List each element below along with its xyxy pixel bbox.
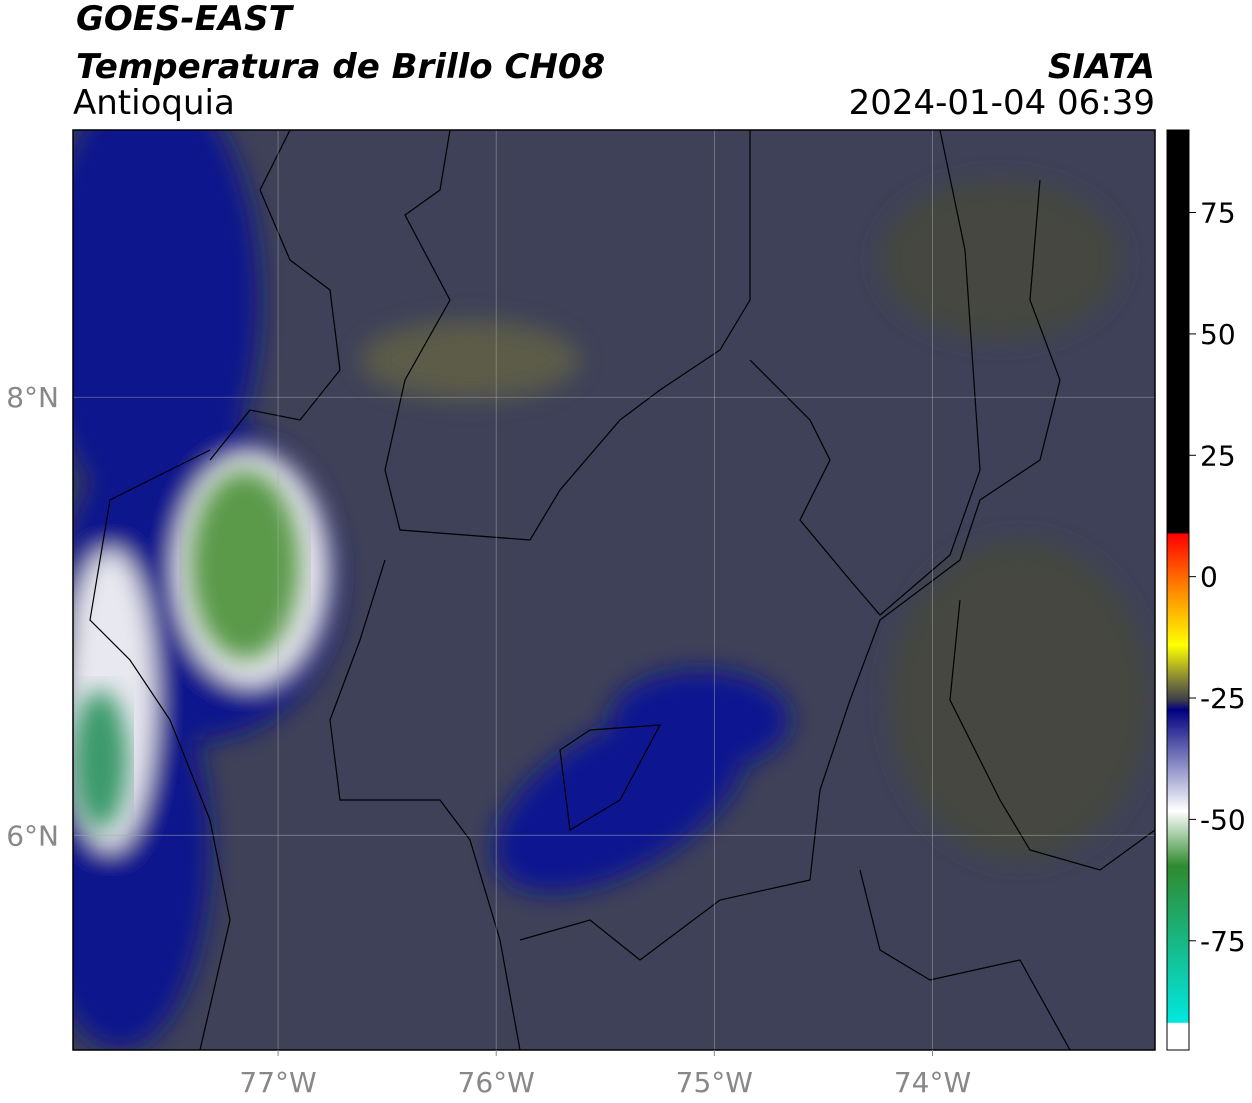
lat-tick-label: 6°N <box>6 819 59 852</box>
graticule <box>73 130 1155 1050</box>
colorbar-tick-label: -25 <box>1200 682 1246 715</box>
lon-tick-label: 76°W <box>458 1066 535 1099</box>
colorbar-tick-label: -75 <box>1200 925 1246 958</box>
colorbar-tick-label: 25 <box>1200 439 1236 472</box>
colorbar-tick-label: 0 <box>1200 561 1218 594</box>
title-source: GOES-EAST <box>76 0 295 39</box>
colorbar <box>1166 129 1190 1051</box>
datetime: 2024-01-04 06:39 <box>849 83 1155 123</box>
title-product: Temperatura de Brillo CH08 <box>76 47 605 87</box>
lon-tick-label: 74°W <box>894 1066 971 1099</box>
lon-tick-label: 75°W <box>676 1066 753 1099</box>
lon-tick-label: 77°W <box>239 1066 316 1099</box>
colorbar-tick-label: 75 <box>1200 197 1236 230</box>
region: Antioquia <box>73 83 235 123</box>
agency: SIATA <box>1048 47 1155 87</box>
colorbar-tick-label: 50 <box>1200 318 1236 351</box>
satellite-image <box>73 130 1155 1050</box>
map-frame <box>72 129 1156 1051</box>
colorbar-tick-label: -50 <box>1200 803 1246 836</box>
lat-tick-label: 8°N <box>6 381 59 414</box>
